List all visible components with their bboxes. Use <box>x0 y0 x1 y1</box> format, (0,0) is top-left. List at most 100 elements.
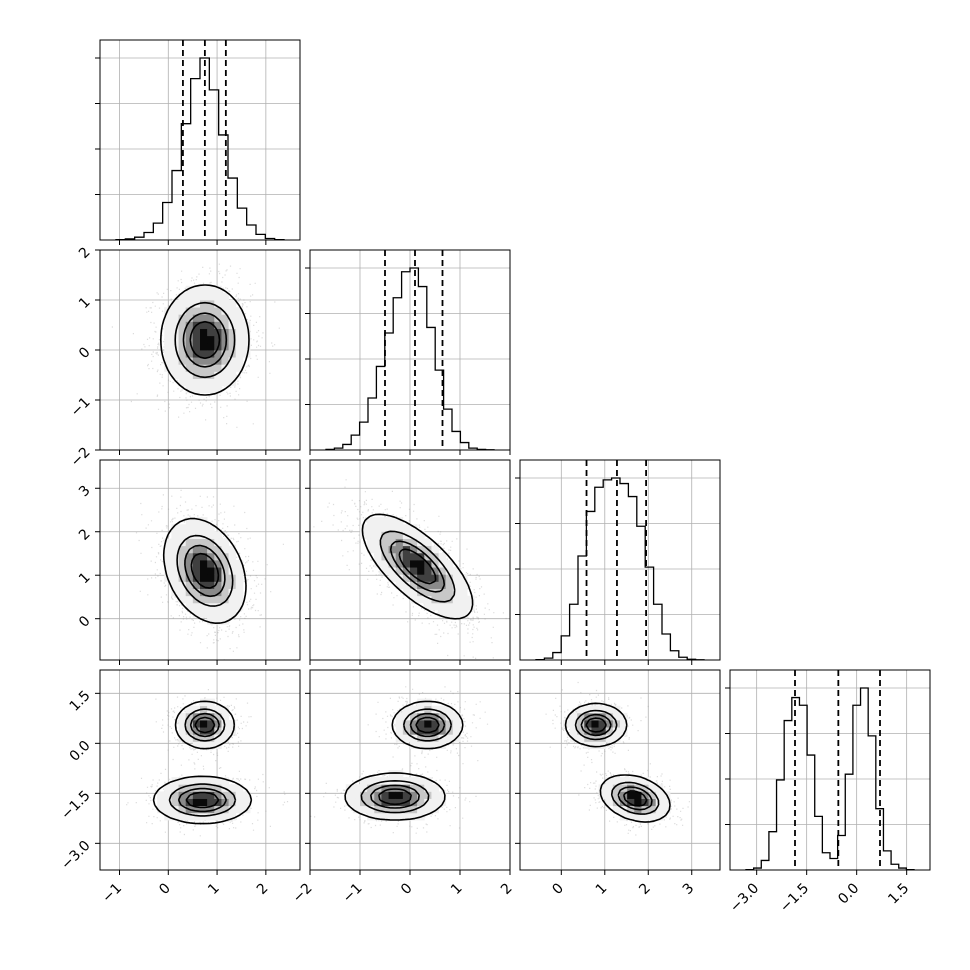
density-cell <box>402 560 411 568</box>
density-cell <box>164 357 172 365</box>
density-cell <box>438 712 447 721</box>
density-cell <box>431 602 439 611</box>
density-cell <box>221 617 229 625</box>
density-cell <box>214 307 222 315</box>
density-cell <box>200 328 208 337</box>
density-cell <box>185 314 194 322</box>
density-cell <box>438 720 447 728</box>
density-cell <box>452 727 461 735</box>
density-cell <box>424 734 432 742</box>
density-cell <box>228 798 237 807</box>
density-cell <box>185 777 194 785</box>
density-cell <box>424 538 432 547</box>
density-cell <box>171 552 179 561</box>
density-cell <box>460 602 468 611</box>
density-cell <box>467 595 475 604</box>
density-cell <box>591 727 599 735</box>
density-cell <box>367 545 375 554</box>
density-cell <box>178 798 187 807</box>
density-cell <box>200 371 208 379</box>
density-cell <box>192 784 201 792</box>
joint-panel-1-0: −2 −1 0 1 2 <box>68 244 301 470</box>
density-cell <box>395 784 404 792</box>
density-cell <box>192 705 201 714</box>
density-cell <box>402 812 411 821</box>
density-cell <box>228 595 237 604</box>
density-cell <box>367 517 375 525</box>
density-cell <box>221 777 229 785</box>
density-cell <box>200 531 208 539</box>
joint-panel-2-1 <box>305 459 511 665</box>
density-cell <box>214 560 222 568</box>
density-cell <box>627 805 635 814</box>
density-cell <box>221 378 229 387</box>
density-cell <box>410 741 418 749</box>
density-cell <box>192 567 201 575</box>
density-cell <box>367 538 375 547</box>
density-cell <box>228 357 237 365</box>
density-cell <box>164 364 172 372</box>
density-cell <box>417 798 425 807</box>
density-cell <box>185 712 194 721</box>
density-cell <box>207 777 215 785</box>
density-cell <box>214 321 222 329</box>
density-cell <box>164 805 172 814</box>
density-cell <box>221 581 229 589</box>
density-cell <box>235 791 244 799</box>
density-cell <box>374 552 382 561</box>
density-cell <box>178 560 187 568</box>
density-cell <box>467 602 475 611</box>
density-cell <box>591 741 599 749</box>
density-cell <box>214 531 222 539</box>
density-cell <box>228 567 237 575</box>
density-cell <box>214 371 222 379</box>
density-cell <box>235 307 244 315</box>
density-cell <box>221 357 229 365</box>
density-cell <box>345 798 354 807</box>
density-cell <box>178 720 187 728</box>
density-cell <box>192 378 201 387</box>
density-cell <box>207 560 215 568</box>
density-cell <box>207 335 215 344</box>
density-cell <box>185 531 194 539</box>
density-cell <box>178 524 187 532</box>
density-cell <box>591 705 599 714</box>
density-cell <box>395 560 404 568</box>
density-cell <box>452 610 461 618</box>
density-cell <box>424 595 432 604</box>
density-cell <box>207 378 215 387</box>
x-tick-label: 1 <box>448 880 466 898</box>
density-cell <box>178 307 187 315</box>
density-cell <box>214 727 222 735</box>
density-cell <box>612 798 621 807</box>
density-cell <box>424 720 432 728</box>
density-cell <box>605 734 614 742</box>
density-cell <box>235 328 244 337</box>
density-cell <box>178 727 187 735</box>
density-cell <box>221 335 229 344</box>
density-cell <box>445 705 454 714</box>
density-cell <box>417 588 425 597</box>
density-cell <box>460 595 468 604</box>
x-tick-label: 1.5 <box>885 880 912 907</box>
x-tick-label: −2 <box>290 880 316 906</box>
y-tick-label: −2 <box>68 444 94 470</box>
density-cell <box>200 805 208 814</box>
density-cell <box>438 552 447 561</box>
density-cell <box>381 784 389 792</box>
density-cell <box>207 524 215 532</box>
density-cell <box>214 791 222 799</box>
density-cell <box>438 602 447 611</box>
density-cell <box>641 812 649 821</box>
density-cell <box>192 524 201 532</box>
density-cell <box>395 812 404 821</box>
density-cell <box>374 798 382 807</box>
density-cell <box>445 581 454 589</box>
axes-frame <box>729 669 931 871</box>
density-cell <box>402 588 411 597</box>
density-cell <box>402 791 411 799</box>
density-cell <box>200 560 208 568</box>
density-cell <box>185 292 194 301</box>
density-cell <box>612 805 621 814</box>
density-cell <box>207 538 215 547</box>
